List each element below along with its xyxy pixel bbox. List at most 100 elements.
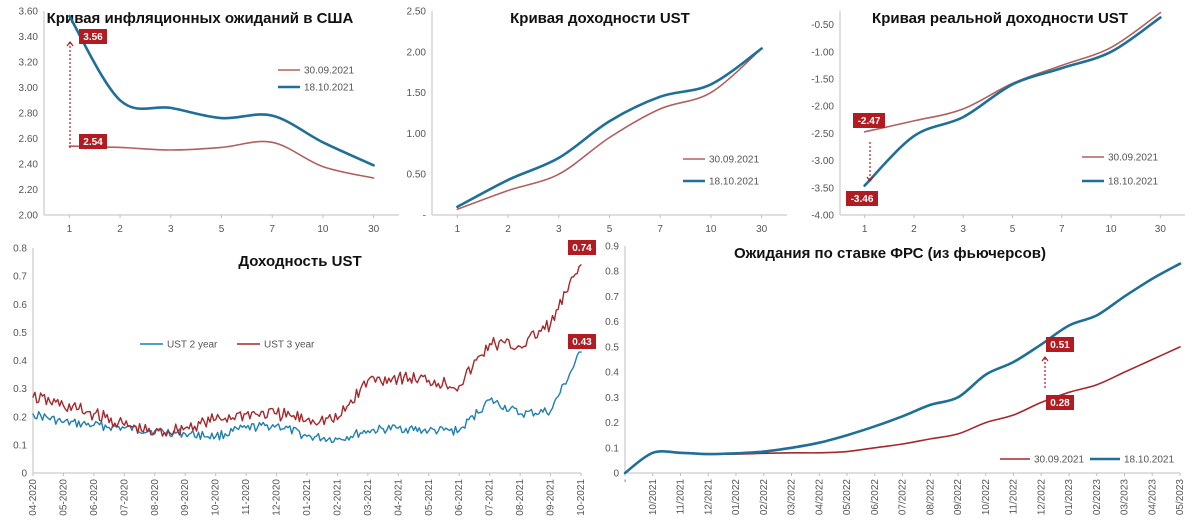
x-tick-label: 09-2020: [180, 479, 191, 516]
x-tick-label: 1: [455, 224, 461, 235]
x-tick-label: 30: [756, 224, 768, 235]
series-line-2: [863, 16, 1162, 187]
chart-title: Ожидания по ставке ФРС (из фьючерсов): [734, 245, 1046, 262]
y-tick-label: 0.50: [407, 170, 427, 181]
value-badge: [1046, 337, 1074, 352]
series-line-2: [623, 262, 1182, 475]
legend-label: UST 3 year: [264, 340, 315, 351]
x-tick-label: 7: [269, 224, 275, 235]
x-tick-label: 11/2022: [1009, 479, 1020, 515]
x-tick-label: 01/2023: [1064, 479, 1075, 516]
chart-fed: Ожидания по ставке ФРС (из фьючерсов) 0 0.…: [605, 242, 1186, 516]
y-tick-label: 0.7: [13, 272, 27, 283]
y-tick-label: 0.8: [605, 267, 619, 278]
x-tick-label: 5: [1010, 224, 1016, 235]
value-badge: [846, 191, 878, 206]
value-badge-text: 0.43: [572, 337, 592, 348]
legend-label: 30.09.2021: [1034, 455, 1084, 466]
value-badge: [79, 29, 107, 44]
x-tick-label: 04/2022: [814, 479, 825, 516]
annotation-arrowhead: [866, 176, 874, 182]
legend-label: 30.09.2021: [304, 66, 354, 77]
chart-real-curve: Кривая реальной доходности UST -0.50 -1.00…: [811, 10, 1185, 235]
x-tick-label: 09/2022: [953, 479, 964, 516]
y-tick-label: 0.8: [13, 244, 27, 255]
x-tick-label: 04/2023: [1147, 479, 1158, 516]
x-tick-label: 12-2020: [272, 479, 283, 516]
x-tick-label: 05/2023: [1175, 479, 1186, 516]
x-tick-label: 05-2021: [424, 479, 435, 516]
y-tick-label: 0: [613, 469, 619, 480]
legend-label: UST 2 year: [167, 340, 218, 351]
y-tick-label: 0.6: [13, 300, 27, 311]
x-tick-label: 09-2021: [546, 479, 557, 516]
y-tick-label: 0.4: [605, 368, 619, 379]
annotation-arrowhead: [66, 41, 74, 47]
chart-title: Кривая реальной доходности UST: [872, 10, 1128, 27]
legend-label: 18.10.2021: [709, 177, 759, 188]
y-tick-label: 2.60: [19, 134, 39, 145]
y-tick-label: 0.6: [605, 317, 619, 328]
x-tick-label: 10: [317, 224, 329, 235]
x-tick-label: 30: [1155, 224, 1167, 235]
y-tick-label: 1.50: [407, 88, 427, 99]
value-badge-text: 0.28: [1050, 398, 1070, 409]
value-badge: [853, 113, 885, 128]
y-tick-label: -1.50: [811, 75, 834, 86]
value-badge-text: 0.51: [1050, 340, 1070, 351]
y-tick-label: 3.40: [19, 32, 39, 43]
x-tick-label: 10/2021: [648, 479, 659, 516]
x-tick-label: 12/2021: [703, 479, 714, 516]
x-tick-label: 10/2022: [981, 479, 992, 516]
y-tick-label: 0.9: [605, 242, 619, 253]
chart-ust-curve: Кривая доходности UST - 0.50 1.00 1.50 2.00 2.…: [407, 7, 787, 235]
x-tick-label: 08/2022: [925, 479, 936, 516]
series-line-1: [32, 351, 582, 444]
legend-label: 18.10.2021: [304, 83, 354, 94]
x-tick-label: -: [620, 479, 631, 482]
y-tick-label: 0.5: [13, 328, 27, 339]
value-badge: [568, 240, 596, 255]
y-tick-label: 2.80: [19, 109, 39, 120]
x-tick-label: 2: [117, 224, 123, 235]
x-tick-label: 7: [657, 224, 663, 235]
value-badge: [79, 134, 107, 149]
x-tick-label: 3: [960, 224, 966, 235]
x-tick-label: 02/2022: [759, 479, 770, 516]
x-tick-label: 12/2022: [1036, 479, 1047, 516]
value-badge: [1046, 395, 1074, 410]
y-tick-label: 0.3: [13, 384, 27, 395]
legend-label: 30.09.2021: [709, 155, 759, 166]
series-line-2: [456, 47, 763, 209]
value-badge-text: -3.46: [851, 194, 874, 205]
x-tick-label: 2: [505, 224, 511, 235]
value-badge-text: -2.47: [858, 116, 881, 127]
y-tick-label: -3.00: [811, 156, 834, 167]
x-tick-label: 5: [219, 224, 225, 235]
series-line-2: [68, 14, 375, 167]
x-tick-label: 02/2023: [1092, 479, 1103, 516]
x-tick-label: 06/2022: [870, 479, 881, 516]
y-tick-label: 2.50: [407, 7, 427, 18]
x-tick-label: 10: [705, 224, 717, 235]
y-tick-label: 3.00: [19, 83, 39, 94]
x-tick-label: 02-2021: [332, 479, 343, 516]
x-tick-label: 11-2020: [241, 479, 252, 515]
y-tick-label: 2.00: [407, 47, 427, 58]
y-tick-label: -2.00: [811, 102, 834, 113]
y-tick-label: 0.3: [605, 393, 619, 404]
x-tick-label: 1: [862, 224, 868, 235]
y-tick-label: -4.00: [811, 211, 834, 222]
y-tick-label: 0.4: [13, 356, 27, 367]
series-line-1: [863, 11, 1162, 133]
annotation-arrowhead: [1041, 356, 1049, 362]
y-tick-label: 0.1: [605, 443, 619, 454]
y-tick-label: 0.2: [13, 412, 27, 423]
y-tick-label: 0: [21, 469, 27, 480]
x-tick-label: 03/2022: [787, 479, 798, 516]
chart-title: Доходность UST: [238, 253, 361, 270]
y-tick-label: 0.1: [13, 440, 27, 451]
y-tick-label: 0.7: [605, 292, 619, 303]
x-tick-label: 07-2020: [119, 479, 130, 516]
